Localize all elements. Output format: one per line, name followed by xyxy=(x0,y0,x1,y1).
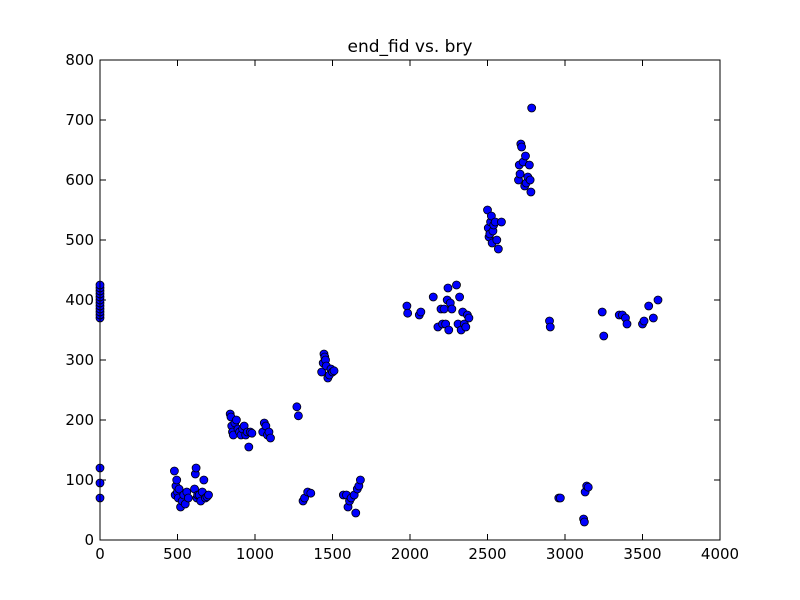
y-tick-label: 100 xyxy=(65,471,94,489)
data-point xyxy=(527,103,537,113)
data-point xyxy=(351,508,361,518)
data-point xyxy=(247,428,257,438)
data-point xyxy=(597,307,607,317)
data-point xyxy=(172,475,182,485)
data-point xyxy=(293,411,303,421)
data-point xyxy=(403,308,413,318)
data-point xyxy=(464,313,474,323)
data-point xyxy=(648,313,658,323)
data-point xyxy=(497,217,506,227)
data-point xyxy=(644,301,654,311)
data-point xyxy=(639,316,649,326)
data-point xyxy=(583,482,593,492)
data-point xyxy=(199,475,209,485)
data-point xyxy=(455,292,465,302)
x-tick-label: 1000 xyxy=(236,545,274,563)
y-tick-label: 400 xyxy=(65,291,94,309)
data-point xyxy=(231,415,241,425)
data-point xyxy=(439,304,449,314)
data-point xyxy=(515,169,525,179)
data-point xyxy=(402,301,412,311)
data-points xyxy=(95,103,663,527)
y-tick-label: 0 xyxy=(84,531,94,549)
data-point xyxy=(183,493,193,503)
data-point xyxy=(443,283,453,293)
data-point xyxy=(521,151,530,161)
data-point xyxy=(444,325,454,335)
data-point xyxy=(306,488,316,498)
data-point xyxy=(355,475,365,485)
data-point xyxy=(191,463,201,473)
data-point xyxy=(329,366,339,376)
y-tick-label: 200 xyxy=(65,411,94,429)
data-point xyxy=(492,235,502,245)
chart-title: end_fid vs. bry xyxy=(348,37,473,57)
x-tick-label: 2000 xyxy=(391,545,429,563)
x-tick-label: 2500 xyxy=(468,545,506,563)
data-point xyxy=(524,160,534,170)
x-tick-label: 4000 xyxy=(701,545,739,563)
data-point xyxy=(461,322,471,332)
data-point xyxy=(622,319,632,329)
tick-labels: 0 500 1000 1500 2000 2500 3000 3500 4000 0 100 200 3… xyxy=(65,51,739,563)
data-point xyxy=(416,307,426,317)
data-point xyxy=(244,442,254,452)
data-point xyxy=(526,187,536,197)
data-point xyxy=(169,466,179,476)
data-point xyxy=(525,175,535,185)
data-point xyxy=(266,433,275,443)
y-tick-label: 300 xyxy=(65,351,94,369)
x-tick-label: 3500 xyxy=(623,545,661,563)
data-point xyxy=(428,292,438,302)
x-tick-label: 1500 xyxy=(313,545,351,563)
y-tick-label: 600 xyxy=(65,171,94,189)
x-tick-label: 500 xyxy=(163,545,192,563)
data-point xyxy=(447,304,457,314)
y-tick-label: 700 xyxy=(65,111,94,129)
plot-frame xyxy=(99,59,721,541)
y-tick-label: 800 xyxy=(65,51,94,69)
data-point xyxy=(545,322,555,332)
data-point xyxy=(555,493,565,503)
y-tick-label: 500 xyxy=(65,231,94,249)
data-point xyxy=(174,484,184,494)
data-point xyxy=(204,490,213,500)
data-point xyxy=(292,402,302,412)
data-point xyxy=(517,142,526,152)
data-point xyxy=(653,295,663,305)
x-tick-label: 3000 xyxy=(546,545,584,563)
data-point xyxy=(579,517,589,527)
data-point xyxy=(493,244,503,254)
x-tick-label: 0 xyxy=(95,545,105,563)
data-point xyxy=(317,367,327,377)
data-point xyxy=(599,331,609,341)
data-point xyxy=(452,280,461,290)
